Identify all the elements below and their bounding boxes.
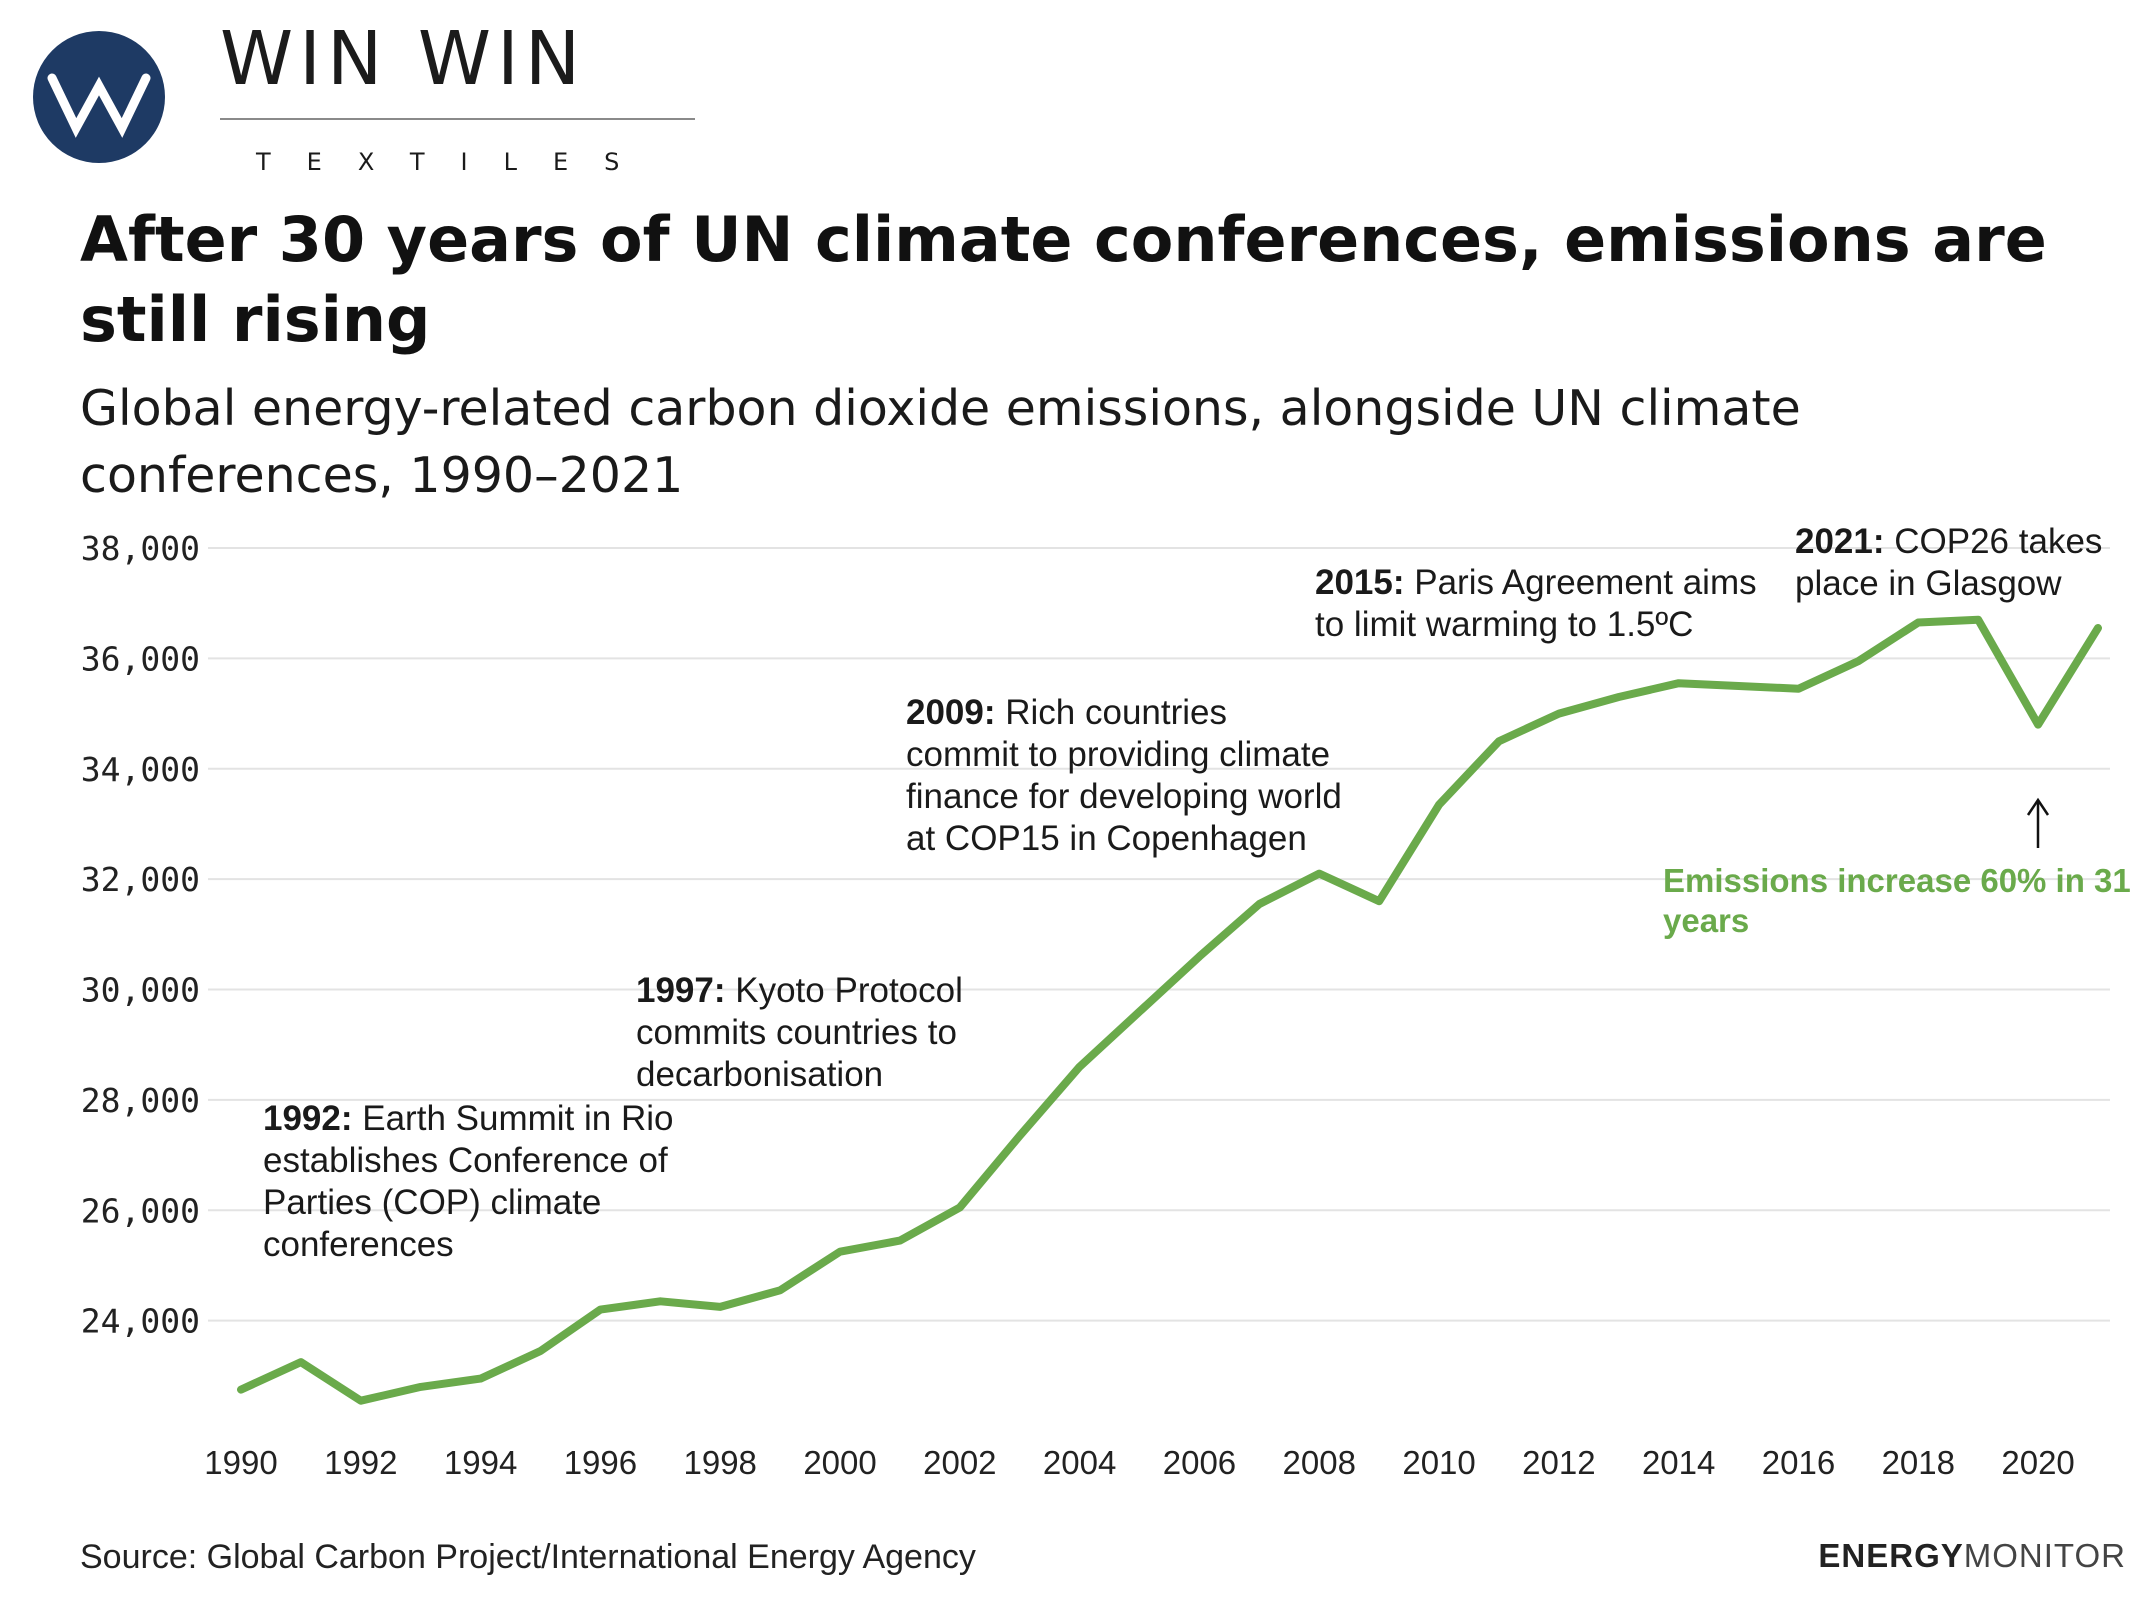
x-tick-label: 2006 — [1163, 1444, 1236, 1481]
annotation-line: place in Glasgow — [1795, 564, 2062, 603]
x-tick-label: 2020 — [2001, 1444, 2074, 1481]
x-tick-label: 2008 — [1283, 1444, 1356, 1481]
annotation-line: Parties (COP) climate — [263, 1183, 601, 1222]
annotation-text: COP26 takes — [1894, 522, 2102, 561]
annotation-line: 1992: Earth Summit in Rio — [263, 1099, 673, 1138]
y-tick-label: 36,000 — [81, 639, 200, 678]
annotation-text: Paris Agreement aims — [1414, 563, 1756, 602]
annotation-line: commits countries to — [636, 1013, 957, 1052]
x-tick-label: 2010 — [1402, 1444, 1475, 1481]
annotation-line: conferences — [263, 1225, 454, 1264]
annotation-year: 1992: — [263, 1099, 362, 1138]
annotation-line: 1997: Kyoto Protocol — [636, 971, 963, 1010]
y-tick-label: 32,000 — [81, 860, 200, 899]
x-tick-label: 2018 — [1882, 1444, 1955, 1481]
y-tick-label: 38,000 — [81, 529, 200, 568]
callout-text: Emissions increase 60% in 31 — [1663, 862, 2130, 899]
x-tick-label: 2012 — [1522, 1444, 1595, 1481]
annotation-year: 2015: — [1315, 563, 1414, 602]
win-win-logo — [33, 31, 165, 163]
annotation-line: 2015: Paris Agreement aims — [1315, 563, 1757, 602]
y-tick-label: 26,000 — [81, 1191, 200, 1230]
logo-w-mark — [47, 73, 151, 138]
x-tick-label: 2000 — [803, 1444, 876, 1481]
annotation-year: 2009: — [906, 693, 1005, 732]
x-tick-label: 1996 — [564, 1444, 637, 1481]
x-tick-label: 2014 — [1642, 1444, 1715, 1481]
annotation-line: at COP15 in Copenhagen — [906, 819, 1307, 858]
chart-title: After 30 years of UN climate conferences… — [80, 203, 2047, 356]
annotation-text: Earth Summit in Rio — [362, 1099, 673, 1138]
annotation-year: 1997: — [636, 971, 735, 1010]
publisher-credit: ENERGYMONITOR — [1818, 1537, 2126, 1575]
annotation-text: Rich countries — [1005, 693, 1227, 732]
annotation-line: 2021: COP26 takes — [1795, 522, 2102, 561]
annotation-line: establishes Conference of — [263, 1141, 668, 1180]
emissions-series-line — [237, 615, 2102, 1405]
y-tick-label: 34,000 — [81, 750, 200, 789]
x-tick-label: 1990 — [204, 1444, 277, 1481]
logo-circle — [33, 31, 165, 163]
brand-divider — [220, 118, 695, 120]
annotation-text: Kyoto Protocol — [735, 971, 963, 1010]
annotation-line: commit to providing climate — [906, 735, 1330, 774]
annotation-year: 2021: — [1795, 522, 1894, 561]
callout-arrow-head — [2026, 797, 2050, 816]
x-tick-label: 1992 — [324, 1444, 397, 1481]
brand-wordmark: WIN WIN TEXTILES — [220, 22, 700, 176]
y-tick-label: 28,000 — [81, 1081, 200, 1120]
y-tick-label: 30,000 — [81, 971, 200, 1010]
callout-text: years — [1663, 902, 1749, 939]
annotation-line: decarbonisation — [636, 1055, 883, 1094]
x-tick-label: 2016 — [1762, 1444, 1835, 1481]
source-note: Source: Global Carbon Project/Internatio… — [80, 1538, 976, 1576]
publisher-credit-light: MONITOR — [1963, 1537, 2126, 1574]
annotation-line: finance for developing world — [906, 777, 1342, 816]
brand-name: WIN WIN — [220, 16, 587, 102]
x-tick-label: 2004 — [1043, 1444, 1116, 1481]
brand-tagline: TEXTILES — [256, 148, 656, 176]
annotation-line: to limit warming to 1.5ºC — [1315, 605, 1693, 644]
x-tick-label: 1998 — [684, 1444, 757, 1481]
y-tick-label: 24,000 — [81, 1302, 200, 1341]
x-tick-label: 2002 — [923, 1444, 996, 1481]
x-tick-label: 1994 — [444, 1444, 517, 1481]
chart-subtitle: Global energy-related carbon dioxide emi… — [80, 380, 1801, 504]
publisher-credit-bold: ENERGY — [1818, 1537, 1964, 1574]
annotation-line: 2009: Rich countries — [906, 693, 1227, 732]
